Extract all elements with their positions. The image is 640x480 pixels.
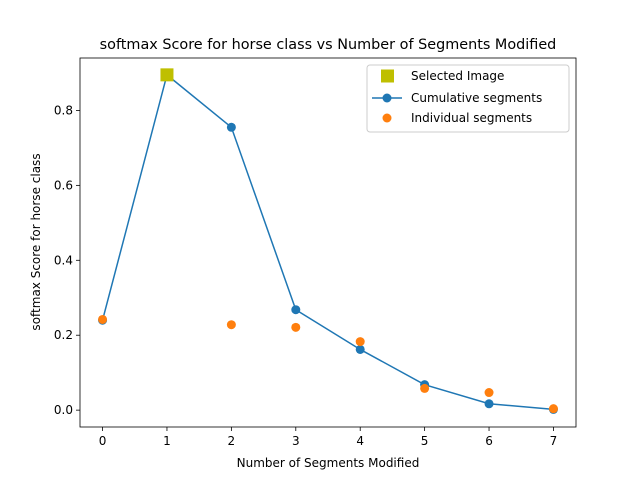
cumulative-segments-line [101,73,554,411]
cumulative-segments-point [355,344,365,354]
individual-segments-point [484,388,494,398]
x-axis-ticks: 0 1 2 3 4 5 6 7 [99,427,558,448]
x-tick-label: 4 [356,434,364,448]
y-axis-ticks: 0.0 0.2 0.4 0.6 0.8 [54,103,80,417]
x-axis-label: Number of Segments Modified [237,456,420,470]
legend-individual-label: Individual segments [411,111,532,125]
selected-image-marker [160,68,174,82]
x-tick-label: 7 [550,434,558,448]
plot-area [79,57,577,428]
legend-cumulative-marker [382,93,392,103]
cumulative-segments-point [226,122,236,132]
individual-segments-point [355,337,365,347]
y-axis-label: softmax Score for horse class [29,153,43,330]
individual-segments-point [291,322,301,332]
individual-segments-point [548,404,558,414]
legend-box [366,64,570,133]
y-tick-label: 0.8 [54,103,73,117]
individual-segments-point [226,320,236,330]
x-tick-label: 2 [228,434,236,448]
x-tick-label: 6 [485,434,493,448]
axes-frame [79,57,577,428]
individual-segments-point [420,383,430,393]
x-tick-label: 3 [292,434,300,448]
y-tick-label: 0.4 [54,253,73,267]
y-tick-label: 0.2 [54,328,73,342]
legend: Selected Image Cumulative segments Individ… [366,64,570,133]
legend-selected-image-label: Selected Image [411,69,504,83]
legend-cumulative-label: Cumulative segments [411,91,542,105]
y-tick-label: 0.0 [54,403,73,417]
cumulative-segments-point [291,305,301,315]
x-tick-label: 1 [163,434,171,448]
chart-title: softmax Score for horse class vs Number … [100,37,557,53]
y-tick-label: 0.6 [54,178,73,192]
legend-individual-marker [382,113,392,123]
individual-segments-point [98,314,108,324]
x-tick-label: 0 [99,434,107,448]
cumulative-segments-point [484,399,494,409]
x-tick-label: 5 [421,434,429,448]
legend-selected-image-marker [381,69,394,83]
